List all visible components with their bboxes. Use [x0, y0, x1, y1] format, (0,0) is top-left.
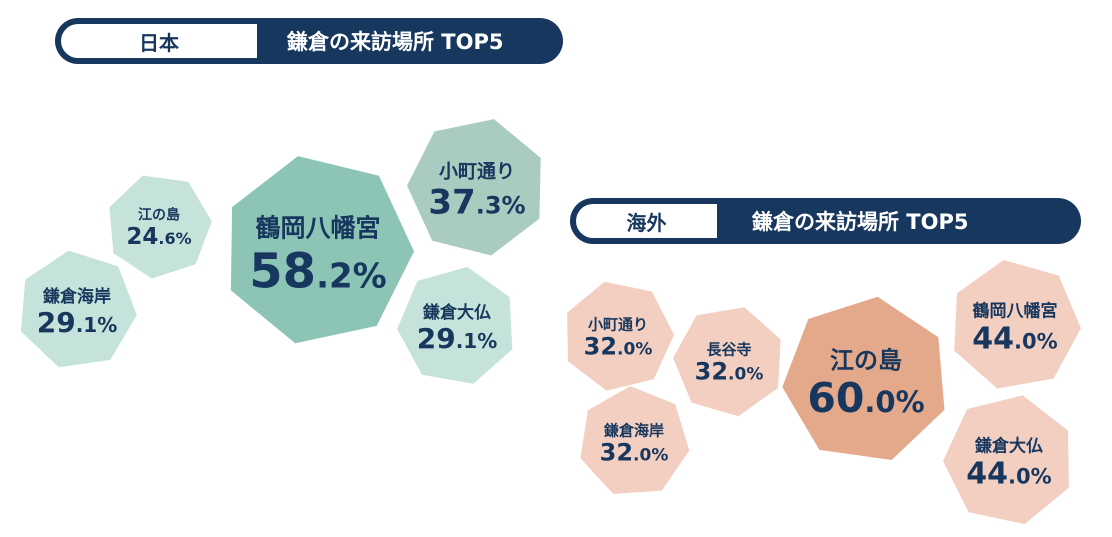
japan-chart-title: 鎌倉の来訪場所 TOP5: [287, 30, 504, 54]
overseas-title-bar: 海外 鎌倉の来訪場所 TOP5: [570, 198, 1081, 244]
bubble-shape: [20, 250, 137, 368]
bubble-label: 江の島: [138, 207, 180, 224]
bubble-label: 鎌倉大仏: [974, 436, 1043, 457]
bubble-value: 32.0%: [600, 439, 669, 467]
bubble-value: 44.0%: [972, 321, 1057, 356]
bubble-value: 24.6%: [126, 224, 191, 250]
bubble-shape: [673, 307, 781, 417]
bubble-value: 60.0%: [807, 374, 924, 422]
bubble-shape: [407, 119, 541, 256]
bubble-value: 32.0%: [695, 358, 764, 386]
bubble-label: 長谷寺: [706, 340, 751, 358]
bubble-value: 29.1%: [417, 322, 498, 355]
bubble-value: 58.2%: [249, 243, 386, 299]
japan-tag: 日本: [61, 24, 257, 58]
bubble-shape: [397, 266, 513, 384]
bubble-value: 44.0%: [966, 456, 1051, 491]
bubble-label: 小町通り: [439, 160, 515, 182]
bubble-value: 37.3%: [428, 183, 525, 223]
bubble-label: 鶴岡八幡宮: [973, 301, 1058, 322]
bubble-label: 鎌倉大仏: [422, 302, 491, 323]
bubble-label: 小町通り: [588, 315, 648, 333]
bubble-shape: [230, 156, 414, 344]
bubble-shape: [782, 296, 945, 460]
overseas-tag: 海外: [576, 204, 717, 238]
bubble-label: 鶴岡八幡宮: [255, 214, 380, 243]
bubble-label: 江の島: [830, 347, 902, 375]
bubble-label: 鎌倉海岸: [42, 286, 111, 307]
bubble-shape: [943, 395, 1069, 525]
bubble-value: 32.0%: [584, 333, 653, 361]
bubble-shape: [567, 281, 674, 391]
bubble-shape: [109, 175, 212, 279]
bubble-value: 29.1%: [37, 306, 118, 339]
bubble-label: 鎌倉海岸: [603, 421, 664, 439]
japan-title-bar: 日本 鎌倉の来訪場所 TOP5: [55, 18, 563, 64]
overseas-chart-title: 鎌倉の来訪場所 TOP5: [752, 210, 969, 234]
bubble-shape: [580, 386, 690, 494]
bubble-shape: [954, 260, 1081, 389]
